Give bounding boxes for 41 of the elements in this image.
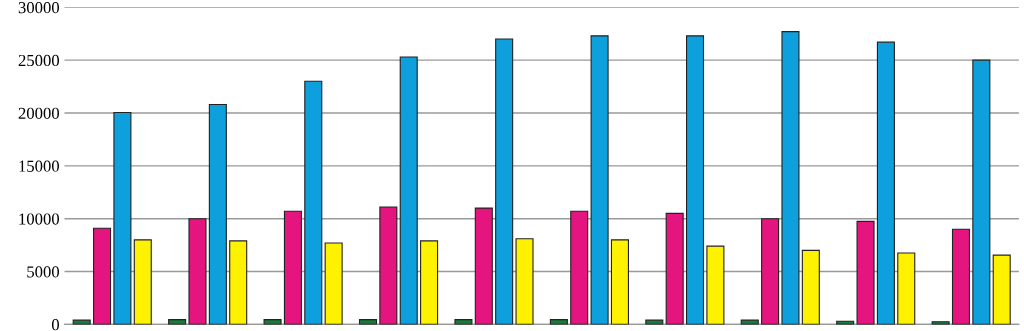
bar <box>590 35 609 325</box>
bar <box>761 218 780 325</box>
bar <box>856 220 875 325</box>
bar <box>801 249 820 325</box>
bar <box>685 35 705 325</box>
y-tick-label: 15000 <box>19 160 60 172</box>
bar <box>665 212 684 325</box>
bar <box>454 319 473 325</box>
bar <box>93 227 112 325</box>
bar <box>897 252 916 325</box>
bar <box>495 38 514 325</box>
bar <box>610 239 629 325</box>
bar <box>208 103 227 325</box>
bar <box>420 240 439 325</box>
bar <box>549 319 568 325</box>
bar <box>229 240 248 325</box>
y-tick-label: 10000 <box>19 213 60 225</box>
y-tick-label: 30000 <box>18 1 60 14</box>
bar <box>992 254 1011 325</box>
y-tick-label: 25000 <box>18 54 60 67</box>
y-tick-label: 5000 <box>27 266 60 278</box>
bar <box>358 319 378 325</box>
bar <box>188 218 207 325</box>
y-tick-label: 20000 <box>18 107 60 119</box>
bar <box>570 210 589 325</box>
bar <box>324 242 343 325</box>
bar <box>706 245 725 325</box>
bar <box>133 239 152 325</box>
bar <box>168 319 187 325</box>
bar <box>113 111 132 325</box>
bar <box>781 31 800 325</box>
bar <box>399 56 418 325</box>
bar <box>263 319 282 325</box>
bar <box>379 206 398 325</box>
bar <box>876 41 895 325</box>
bar <box>304 80 323 325</box>
y-tick-label: 0 <box>51 319 60 331</box>
bar <box>283 210 302 325</box>
bar <box>972 59 991 325</box>
bar <box>474 207 493 325</box>
bar <box>515 238 534 325</box>
